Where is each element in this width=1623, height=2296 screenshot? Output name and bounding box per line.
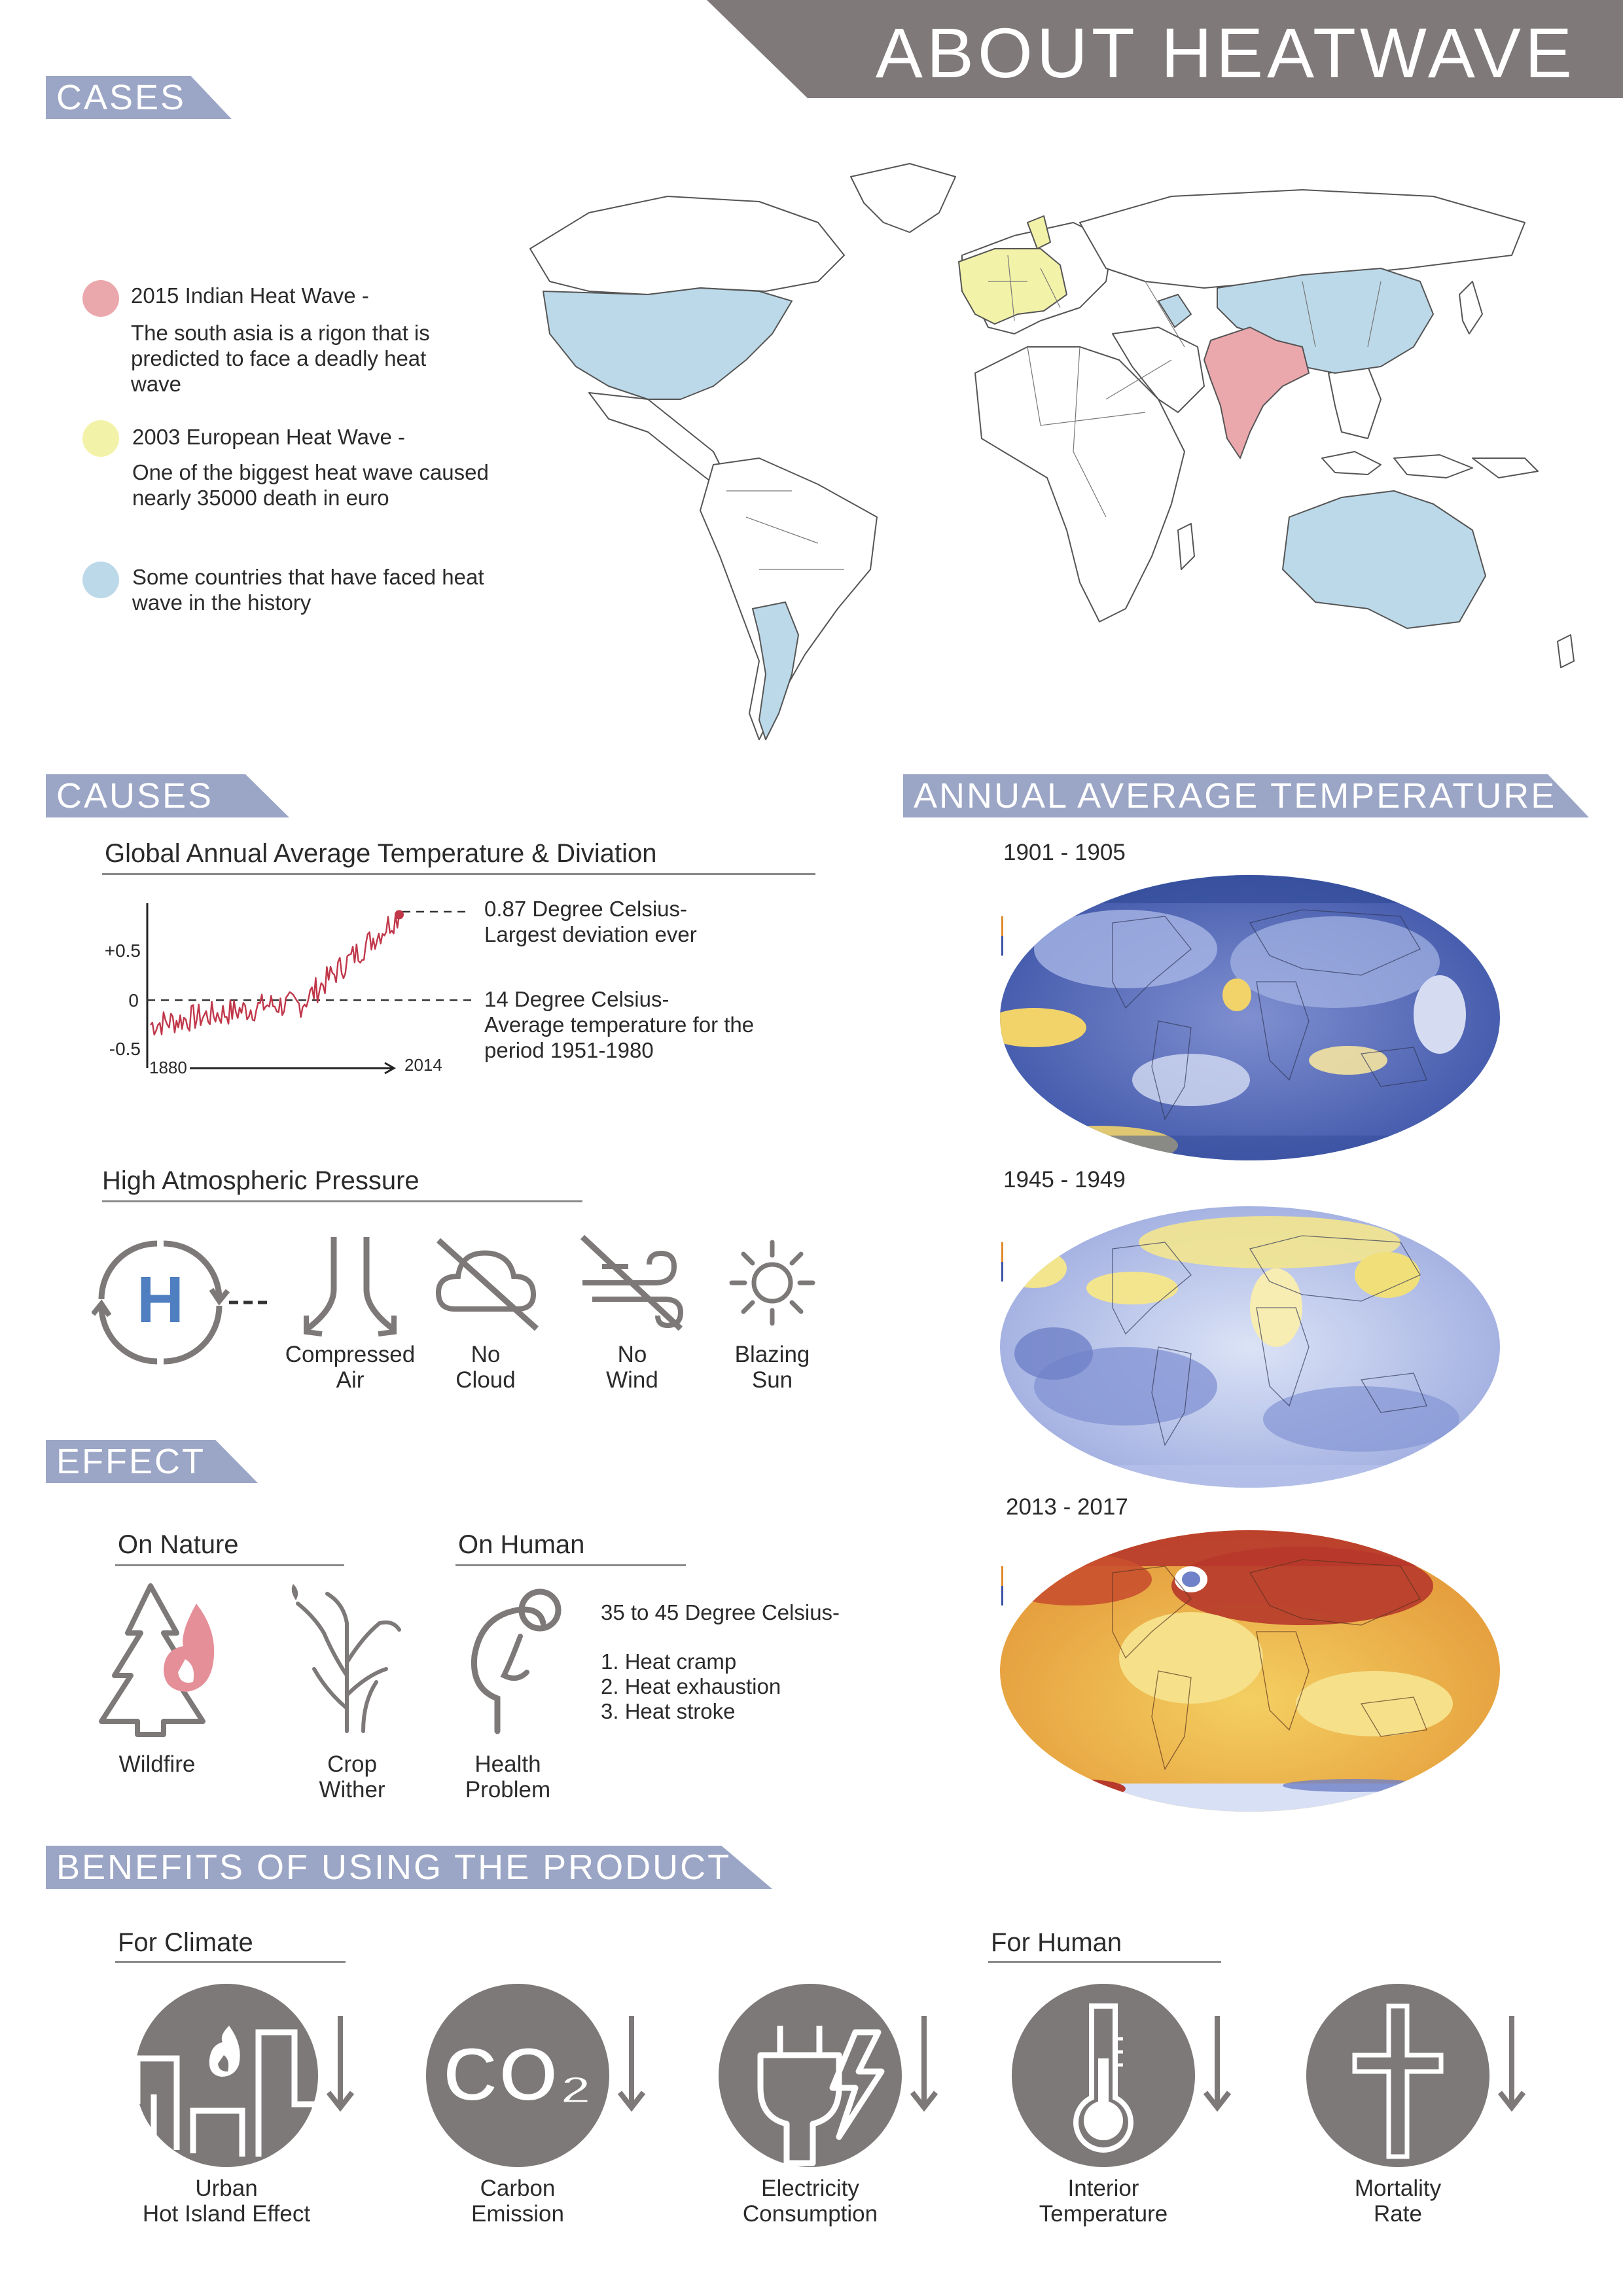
annotation-base-3: period 1951-1980 [484, 1038, 654, 1062]
temperature-map-2013 [1000, 1530, 1500, 1812]
benefit-label-mortality-2: Rate [1374, 2201, 1422, 2227]
legend-desc-europe-2: nearly 35000 death in euro [132, 486, 389, 510]
urban-heat-icon [134, 1984, 355, 2167]
on-human-title: On Human [458, 1530, 585, 1559]
annotation-base-1: 14 Degree Celsius- [484, 987, 669, 1011]
legend-desc-history-1: Some countries that have faced heat [132, 565, 484, 589]
plug-icon [719, 1984, 938, 2167]
section-tag-annual: ANNUAL AVERAGE TEMPERATURE [903, 774, 1589, 817]
legend-dot-india [82, 280, 119, 317]
pressure-label-sun-2: Sun [751, 1367, 793, 1393]
human-text-item-2: 2. Heat exhaustion [601, 1674, 781, 1698]
sun-icon [729, 1240, 815, 1326]
pressure-title: High Atmospheric Pressure [102, 1166, 419, 1195]
chart-title-underline [102, 873, 815, 875]
legend-desc-europe-1: One of the biggest heat wave caused [132, 460, 489, 484]
benefit-label-electricity-1: Electricity [761, 2176, 859, 2201]
for-human-underline [988, 1961, 1221, 1963]
benefit-label-urban-1: Urban [195, 2176, 258, 2201]
x-axis-arrow [384, 1062, 397, 1075]
human-text-item-1: 1. Heat cramp [601, 1649, 737, 1674]
annotation-peak-2: Largest deviation ever [484, 922, 697, 946]
temperature-map-1945 [1000, 1206, 1500, 1488]
no-cloud-icon [435, 1238, 539, 1331]
legend-desc-india-2: predicted to face a deadly heat [131, 346, 427, 370]
for-human-title: For Human [991, 1928, 1122, 1957]
legend-title-europe: 2003 European Heat Wave - [132, 425, 406, 449]
y-tick-zero: 0 [128, 990, 139, 1011]
cross-icon [1306, 1984, 1526, 2167]
wildfire-icon [99, 1583, 215, 1737]
legend-dot-europe [82, 420, 119, 457]
y-tick-plus: +0.5 [105, 941, 141, 961]
benefit-label-mortality-1: Mortality [1354, 2176, 1442, 2201]
x-label-end: 2014 [404, 1055, 442, 1075]
period-label-2013: 2013 - 2017 [1006, 1494, 1128, 1520]
pressure-label-sun-1: Blazing [734, 1342, 810, 1367]
benefit-label-carbon-2: Emission [471, 2201, 564, 2227]
pressure-label-wind-1: No [617, 1342, 647, 1367]
world-map-cases [529, 163, 1575, 740]
high-pressure-icon: H [92, 1240, 268, 1365]
annotation-peak-1: 0.87 Degree Celsius- [484, 897, 687, 921]
human-text-item-3: 3. Heat stroke [601, 1699, 736, 1723]
x-label-start: 1880 [149, 1058, 187, 1077]
benefit-label-carbon-1: Carbon [480, 2176, 556, 2201]
section-tag-benefits: BENEFITS OF USING THE PRODUCT [46, 1846, 772, 1889]
co2-label: CO₂ [442, 2032, 592, 2118]
period-label-1945: 1945 - 1949 [1003, 1167, 1126, 1193]
deviation-chart: +0.5 0 -0.5 1880 2014 0.87 Degree Celsiu… [105, 897, 754, 1077]
legend-desc-history-2: wave in the history [132, 590, 312, 615]
compressed-air-icon [304, 1237, 397, 1336]
co2-icon: CO₂ [426, 1984, 646, 2167]
section-tag-cases: CASES [46, 76, 232, 119]
crop-wither-icon [291, 1584, 401, 1733]
benefit-label-interior-2: Temperature [1039, 2201, 1168, 2227]
benefit-label-interior-1: Interior [1067, 2176, 1139, 2201]
thermometer-icon [1012, 1984, 1232, 2167]
pressure-label-compressed-2: Air [336, 1367, 365, 1393]
pressure-letter: H [137, 1263, 184, 1336]
temperature-map-1901 [1000, 875, 1500, 1160]
legend-desc-india-3: wave [131, 372, 182, 396]
annotation-base-2: Average temperature for the [484, 1013, 754, 1037]
on-nature-underline [115, 1564, 344, 1566]
legend-desc-india-1: The south asia is a rigon that is [131, 321, 430, 345]
effect-label-crop-2: Wither [319, 1777, 385, 1803]
effect-label-wildfire: Wildfire [118, 1751, 196, 1777]
section-tag-effect: EFFECT [46, 1440, 258, 1483]
effect-label-crop-1: Crop [327, 1751, 377, 1777]
chart-title: Global Annual Average Temperature & Divi… [105, 839, 657, 868]
benefit-label-urban-2: Hot Island Effect [142, 2201, 311, 2227]
pressure-title-underline [102, 1200, 582, 1202]
on-nature-title: On Nature [118, 1530, 239, 1559]
y-tick-minus: -0.5 [109, 1039, 141, 1059]
section-tag-causes: CAUSES [46, 774, 289, 817]
pressure-label-compressed-1: Compressed [285, 1342, 416, 1367]
pressure-label-wind-2: Wind [606, 1367, 658, 1393]
health-problem-icon [471, 1588, 562, 1734]
human-text-heading: 35 to 45 Degree Celsius- [601, 1600, 840, 1624]
for-climate-underline [115, 1961, 346, 1963]
benefit-label-electricity-2: Consumption [742, 2201, 878, 2227]
period-label-1901: 1901 - 1905 [1003, 840, 1126, 865]
pressure-label-cloud-1: No [471, 1342, 501, 1367]
title-banner [707, 0, 1623, 98]
on-human-underline [455, 1564, 686, 1566]
effect-label-health-1: Health [474, 1751, 541, 1777]
page-title: ABOUT HEATWAVE [875, 13, 1576, 92]
temperature-series-line [150, 914, 401, 1036]
for-climate-title: For Climate [118, 1928, 253, 1957]
legend-title-india: 2015 Indian Heat Wave - [131, 283, 369, 308]
peak-marker [395, 910, 404, 920]
effect-label-health-2: Problem [465, 1777, 551, 1803]
no-wind-icon [580, 1234, 684, 1331]
legend-dot-history [82, 562, 119, 598]
pressure-label-cloud-2: Cloud [455, 1367, 516, 1393]
